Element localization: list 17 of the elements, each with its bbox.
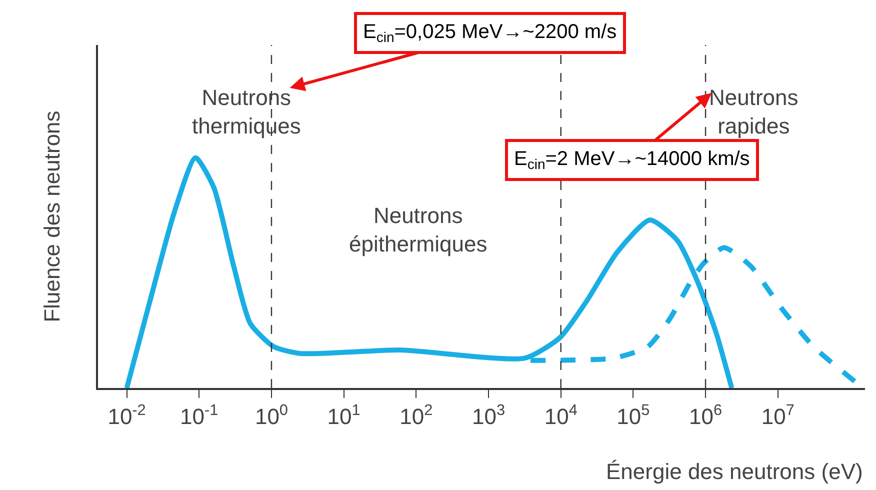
x-axis-title: Énergie des neutrons (eV)	[606, 459, 863, 484]
annotation: E$_{cin}$=2 MeV→~14000 km/s	[514, 148, 750, 172]
y-axis-title: Fluence des neutrons	[40, 110, 65, 322]
x-tick-label: 10$^{7}$	[761, 402, 794, 430]
x-tick-label: 10$^{5}$	[616, 402, 650, 430]
x-tick-label: 10$^{4}$	[544, 402, 578, 430]
x-tick-label: 10$^{3}$	[472, 402, 506, 430]
x-tick-label: 10$^{-1}$	[180, 402, 218, 430]
text: Neutrons thermiques	[192, 85, 301, 139]
x-tick-label: 10$^{2}$	[400, 402, 433, 430]
text: Neutrons rapides	[709, 85, 798, 139]
x-tick-label: 10$^{0}$	[254, 402, 288, 430]
text: E$_{cin}$=0,025 MeV→~2200 m/s	[363, 21, 617, 46]
annotation: Neutrons épithermiques	[349, 203, 488, 257]
x-tick-label: 10$^{6}$	[689, 402, 722, 430]
x-tick-label: 10$^{1}$	[327, 402, 360, 430]
x-tick-label: 10$^{-2}$	[108, 402, 146, 430]
